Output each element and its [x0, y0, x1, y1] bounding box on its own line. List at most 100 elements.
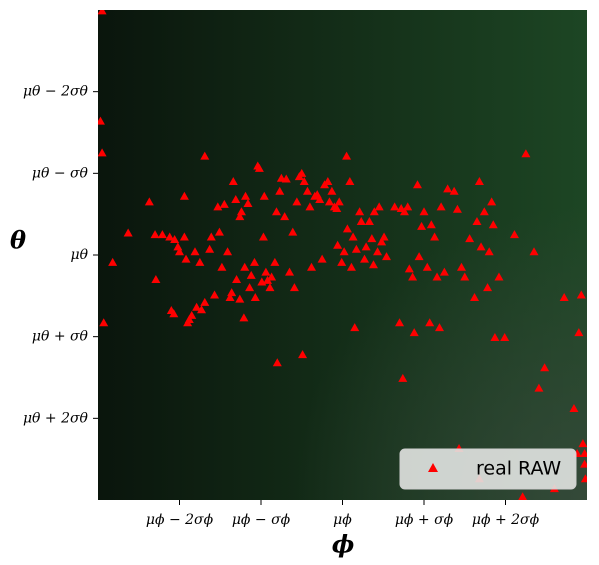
point [399, 207, 409, 216]
point [333, 240, 343, 249]
point [225, 292, 235, 301]
point [403, 202, 413, 211]
point [377, 237, 387, 246]
point [315, 194, 325, 203]
point [483, 283, 493, 292]
point [456, 262, 466, 271]
point [476, 242, 486, 251]
point [192, 302, 202, 311]
point [487, 197, 497, 206]
point [580, 448, 587, 457]
point [275, 186, 285, 195]
point [580, 474, 587, 483]
point [355, 207, 365, 216]
point [417, 221, 427, 230]
point [350, 323, 360, 332]
point [213, 202, 223, 211]
point [374, 202, 384, 211]
x-axis-label: ϕ [332, 530, 355, 559]
point [206, 232, 216, 241]
point [361, 242, 371, 251]
point [334, 197, 344, 206]
point [436, 202, 446, 211]
point [289, 283, 299, 292]
legend-label: real RAW [476, 458, 561, 480]
point [239, 313, 249, 322]
point [449, 186, 459, 195]
point [472, 217, 482, 226]
point [179, 191, 189, 200]
point [356, 217, 366, 226]
x-tick-label: μϕ − σϕ [232, 512, 291, 528]
point [317, 254, 327, 263]
point [197, 305, 207, 314]
point [443, 184, 453, 193]
point [190, 247, 200, 256]
point [578, 439, 587, 448]
point [240, 262, 250, 271]
point [219, 199, 229, 208]
point [323, 177, 333, 185]
point [298, 350, 308, 359]
point [425, 318, 435, 327]
point [494, 272, 504, 281]
point [243, 199, 253, 208]
point [99, 318, 109, 327]
point [281, 174, 291, 183]
point [521, 149, 531, 158]
point [500, 332, 510, 341]
point [254, 163, 264, 172]
point [360, 254, 370, 263]
y-tick-label: μθ + σθ [32, 329, 89, 345]
point [369, 207, 379, 216]
point [465, 234, 475, 243]
point [241, 191, 251, 200]
point [235, 212, 245, 221]
point [151, 275, 161, 283]
point [98, 148, 107, 157]
point [368, 260, 378, 269]
point [414, 252, 424, 261]
y-tick-label: μθ + 2σθ [23, 410, 89, 426]
point [170, 234, 180, 243]
point [348, 232, 358, 241]
point [214, 227, 224, 236]
point [210, 290, 220, 299]
point [150, 230, 160, 239]
point [272, 358, 282, 367]
point [452, 204, 462, 213]
point [529, 247, 539, 256]
legend: real RAW [399, 448, 577, 490]
point [249, 257, 259, 266]
point [307, 262, 317, 271]
point [285, 267, 295, 276]
point [184, 315, 194, 324]
point [245, 283, 255, 292]
legend-box [399, 448, 577, 490]
point [395, 318, 405, 327]
point [342, 151, 352, 160]
point [200, 151, 210, 160]
point [364, 217, 374, 226]
point [432, 272, 442, 281]
point [540, 363, 550, 372]
point [223, 247, 233, 256]
point [422, 262, 432, 271]
point [490, 332, 500, 341]
point [439, 267, 449, 276]
point [232, 275, 242, 283]
point [228, 177, 238, 185]
point [217, 262, 227, 271]
point [157, 230, 167, 239]
point [409, 328, 419, 337]
point [181, 254, 191, 263]
point [144, 197, 154, 206]
point [337, 257, 347, 266]
point [345, 177, 355, 185]
point [299, 177, 309, 185]
y-axis-label: θ [10, 226, 26, 255]
x-tick-label: μϕ − 2σϕ [146, 512, 214, 528]
point [430, 232, 440, 241]
point [339, 247, 349, 256]
point [236, 207, 246, 216]
